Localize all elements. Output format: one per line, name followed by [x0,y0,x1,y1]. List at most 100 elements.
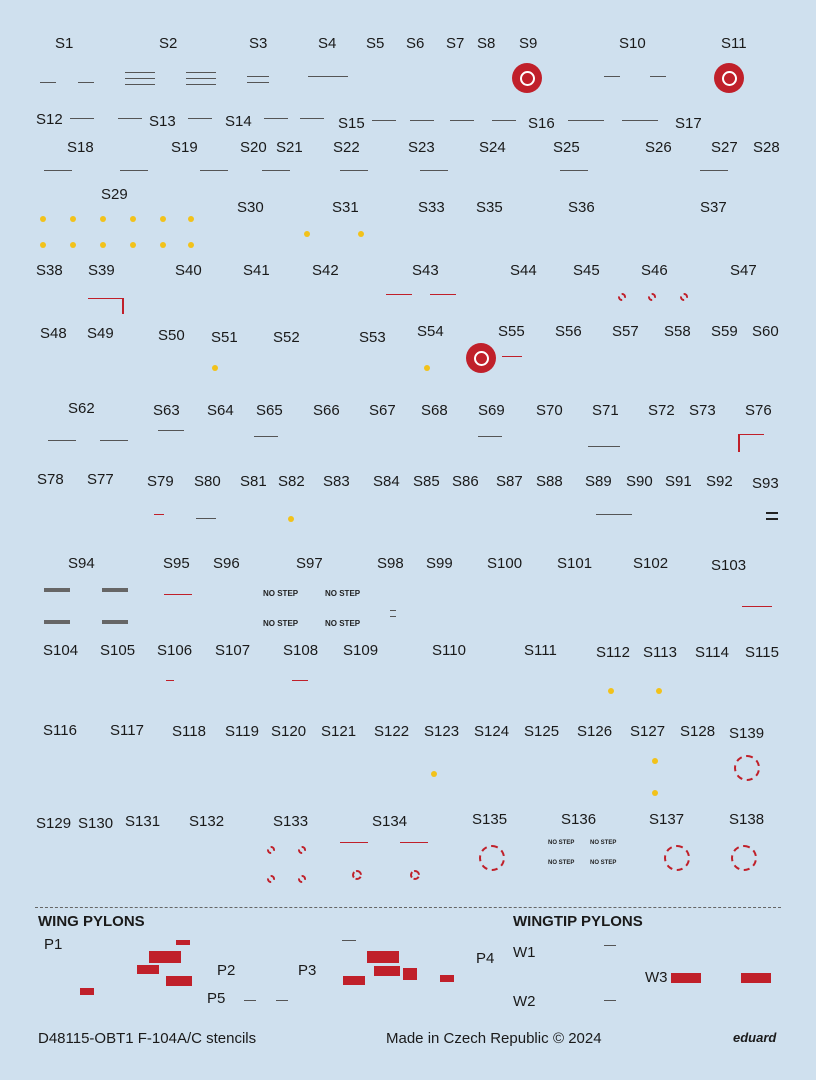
stencil-label: S37 [700,199,727,216]
pylon-label: W1 [513,944,536,961]
stencil-label: S118 [172,723,206,740]
stencil-label: S94 [68,555,95,572]
yellow-marking [40,242,46,248]
stencil-label: S30 [237,199,264,216]
yellow-marking [70,216,76,222]
stencil-text [118,118,142,119]
stencil-label: S131 [125,813,161,830]
no-step-stencil: NO STEP [325,619,361,628]
stencil-text [78,82,94,83]
stencil-text [158,430,184,431]
stencil-text [254,436,278,437]
stencil-label: S107 [215,642,251,659]
stencil-label: S126 [577,723,613,740]
red-stencil-line [502,356,522,357]
pylon-label: P5 [207,990,226,1007]
yellow-marking [656,688,662,694]
stencil-label: S87 [496,473,523,490]
stencil-label: S84 [373,473,400,490]
yellow-marking [304,231,310,237]
stencil-label: S3 [249,35,268,52]
red-ring-decal [267,846,275,854]
stencil-text [450,120,474,121]
stencil-label: S98 [377,555,404,572]
red-stencil-line [738,434,764,435]
stencil-label: S70 [536,402,563,419]
stencil-label: S71 [592,402,619,419]
red-roundel-decal [466,343,496,373]
red-ring-decal [648,293,656,301]
stencil-label: S47 [730,262,757,279]
stencil-label: S35 [476,199,503,216]
stencil-label: S26 [645,139,672,156]
red-stencil-line [430,294,456,295]
yellow-marking [100,216,106,222]
stencil-label: S45 [573,262,600,279]
yellow-marking [160,216,166,222]
stencil-label: S112 [596,644,630,661]
stencil-label: S54 [417,323,444,340]
stencil-text [125,84,155,85]
yellow-marking [288,516,294,522]
stencil-label: S127 [630,723,666,740]
stencil-label: S116 [43,722,77,739]
stencil-label: S99 [426,555,453,572]
stencil-text [650,76,666,77]
stencil-label: S43 [412,262,439,279]
stencil-label: S50 [158,327,185,344]
yellow-marking [188,216,194,222]
stencil-text [244,1000,256,1001]
stencil-label: S27 [711,139,738,156]
no-step-stencil: NO STEP [548,840,575,846]
section-divider [35,907,781,908]
black-stripe-decal [766,518,778,520]
red-stencil-line [166,680,174,681]
stencil-label: S89 [585,473,612,490]
stencil-label: S17 [675,115,702,132]
stencil-label: S48 [40,325,67,342]
red-placard-decal [166,976,192,986]
stencil-text [188,118,212,119]
stencil-label: S120 [271,723,307,740]
stencil-label: S60 [752,323,779,340]
stencil-label: S130 [78,815,114,832]
stencil-label: S16 [528,115,555,132]
stencil-text [390,610,396,611]
red-stencil-line [88,298,124,299]
stencil-label: S65 [256,402,283,419]
stencil-text [200,170,228,171]
stencil-text [420,170,448,171]
stencil-label: S58 [664,323,691,340]
stencil-label: S13 [149,113,176,130]
stencil-label: S73 [689,402,716,419]
stencil-label: S29 [101,186,128,203]
red-ring-decal [298,846,306,854]
stencil-label: S63 [153,402,180,419]
stencil-text [44,170,72,171]
red-placard-decal [137,965,159,974]
stencil-text [372,120,396,121]
stencil-label: S103 [711,557,747,574]
yellow-marking [431,771,437,777]
stencil-label: S19 [171,139,198,156]
stencil-label: S96 [213,555,240,572]
stencil-label: S4 [318,35,337,52]
stencil-text [478,436,502,437]
stencil-label: S25 [553,139,580,156]
stencil-label: S121 [321,723,357,740]
red-placard-decal [440,975,454,982]
yellow-marking [652,758,658,764]
red-ring-decal [680,293,688,301]
stencil-label: S1 [55,35,74,52]
stencil-label: S69 [478,402,505,419]
no-step-stencil: NO STEP [590,860,617,866]
red-ring-decal [731,845,757,871]
red-placard-decal [176,940,190,945]
stencil-text [340,170,368,171]
stencil-label: S52 [273,329,300,346]
red-ring-decal [734,755,760,781]
stencil-text [604,1000,616,1001]
stencil-text [70,118,94,119]
stencil-label: S53 [359,329,386,346]
red-placard-decal [671,973,701,983]
